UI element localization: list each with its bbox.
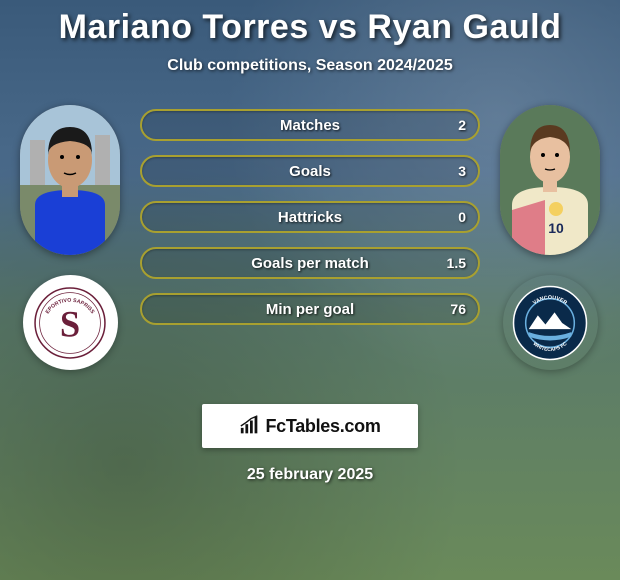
player-right-photo: 10 — [500, 105, 600, 255]
content: Mariano Torres vs Ryan Gauld Club compet… — [0, 0, 620, 580]
stat-value-right: 2 — [458, 117, 466, 133]
team-left-logo: S DEPORTIVO SAPRISSA — [23, 275, 118, 370]
whitecaps-logo-icon: VANCOUVER WHITECAPS FC — [512, 285, 588, 361]
chart-icon — [239, 415, 261, 437]
date-label: 25 february 2025 — [0, 466, 620, 484]
stat-label: Hattricks — [278, 209, 342, 226]
stat-value-right: 3 — [458, 163, 466, 179]
svg-text:10: 10 — [548, 220, 564, 236]
stat-label: Goals per match — [251, 255, 369, 272]
stat-label: Matches — [280, 117, 340, 134]
stat-value-right: 1.5 — [447, 255, 466, 271]
stat-bar: Goals 3 — [140, 155, 480, 187]
stat-bars: Matches 2 Goals 3 Hattricks 0 Goals per match 1… — [140, 105, 480, 325]
stat-bar: Min per goal 76 — [140, 293, 480, 325]
main-row: S DEPORTIVO SAPRISSA Matches 2 Goals 3 Hattr… — [0, 105, 620, 370]
stat-bar: Matches 2 — [140, 109, 480, 141]
page-title: Mariano Torres vs Ryan Gauld — [0, 8, 620, 47]
stat-value-right: 76 — [450, 301, 466, 317]
stat-bar: Hattricks 0 — [140, 201, 480, 233]
stat-label: Min per goal — [266, 301, 354, 318]
footer-brand-text: FcTables.com — [265, 416, 380, 437]
team-right-logo: VANCOUVER WHITECAPS FC — [503, 275, 598, 370]
stat-bar: Goals per match 1.5 — [140, 247, 480, 279]
player-right-avatar: 10 — [500, 105, 600, 255]
stat-label: Goals — [289, 163, 331, 180]
player-left-column: S DEPORTIVO SAPRISSA — [20, 105, 120, 370]
subtitle: Club competitions, Season 2024/2025 — [0, 57, 620, 75]
stat-value-right: 0 — [458, 209, 466, 225]
footer-brand: FcTables.com — [202, 404, 418, 448]
saprissa-logo-icon: S DEPORTIVO SAPRISSA — [32, 285, 108, 361]
player-left-avatar — [20, 105, 120, 255]
svg-text:S: S — [60, 303, 80, 344]
player-left-photo — [20, 105, 120, 255]
player-right-column: 10 — [500, 105, 600, 370]
